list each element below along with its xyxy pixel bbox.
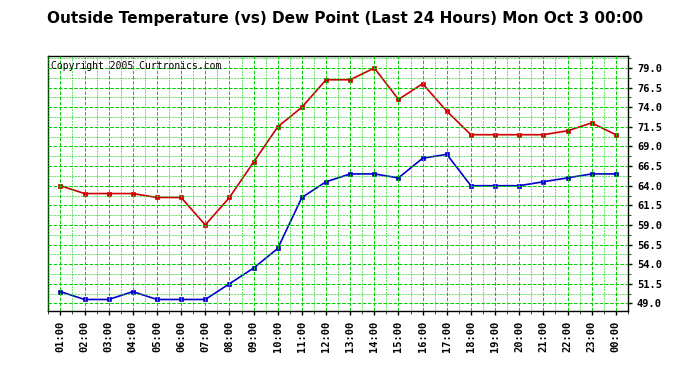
Text: Copyright 2005 Curtronics.com: Copyright 2005 Curtronics.com xyxy=(51,62,221,71)
Text: Outside Temperature (vs) Dew Point (Last 24 Hours) Mon Oct 3 00:00: Outside Temperature (vs) Dew Point (Last… xyxy=(47,11,643,26)
